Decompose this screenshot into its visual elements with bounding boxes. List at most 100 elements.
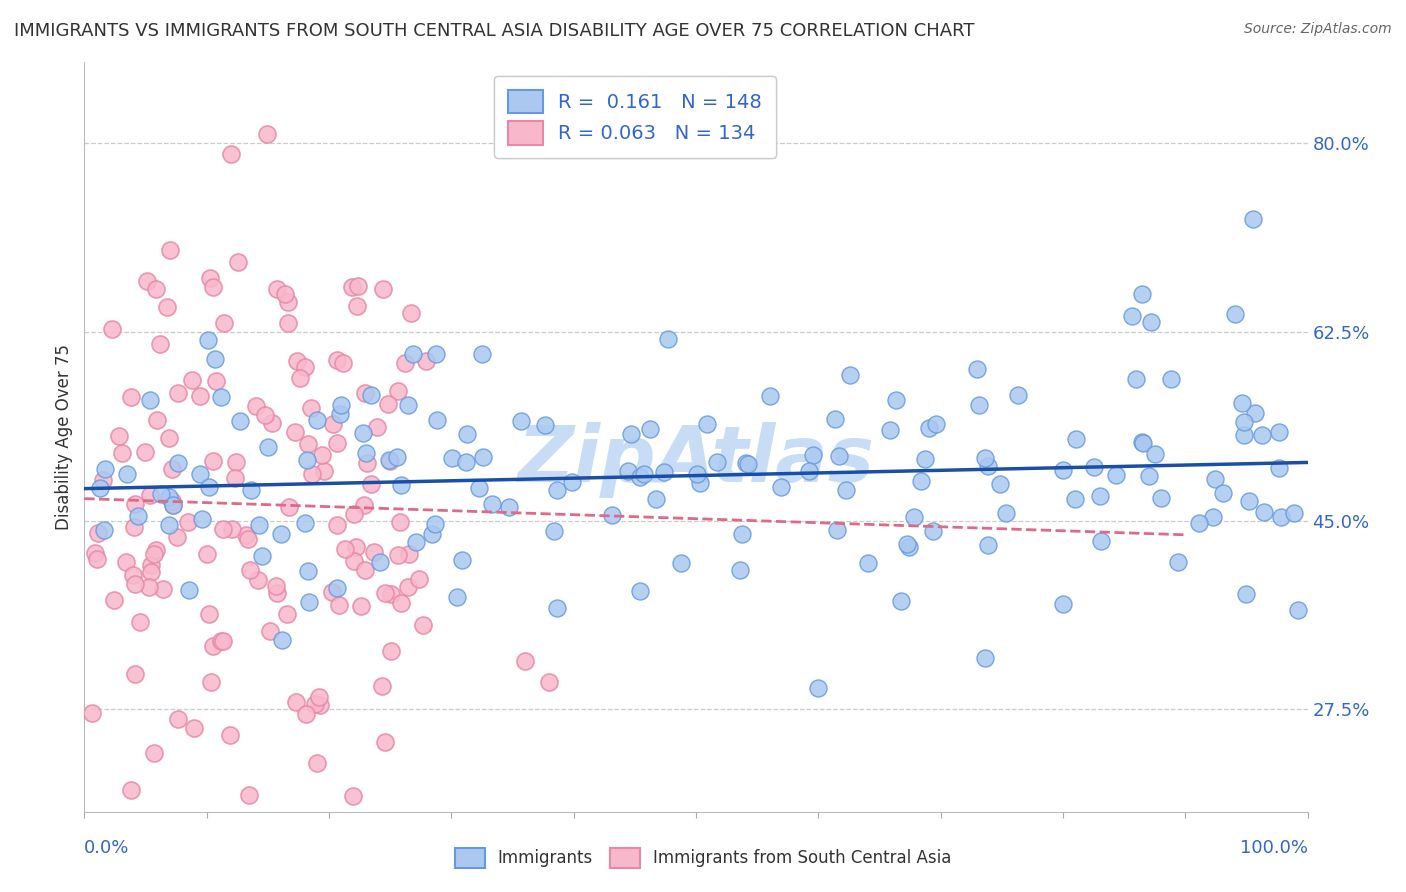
Point: [617, 464, 640, 478]
Point: [1090, 490, 1112, 504]
Point: [1052, 463, 1074, 477]
Point: [737, 457, 759, 471]
Point: [285, 695, 308, 709]
Point: [374, 586, 396, 600]
Point: [1233, 428, 1256, 442]
Point: [93, 523, 115, 537]
Point: [838, 368, 860, 383]
Point: [415, 353, 437, 368]
Point: [295, 452, 318, 467]
Point: [195, 547, 218, 561]
Point: [1083, 460, 1105, 475]
Point: [166, 457, 188, 471]
Point: [377, 397, 399, 411]
Point: [1143, 447, 1166, 461]
Point: [166, 712, 188, 726]
Point: [277, 500, 299, 514]
Point: [212, 522, 235, 536]
Point: [314, 464, 336, 478]
Point: [669, 556, 692, 570]
Point: [1230, 396, 1253, 410]
Point: [538, 675, 561, 690]
Point: [1268, 461, 1291, 475]
Point: [1052, 597, 1074, 611]
Point: [1167, 555, 1189, 569]
Point: [100, 321, 122, 335]
Point: [396, 398, 419, 412]
Point: [221, 522, 243, 536]
Point: [976, 459, 998, 474]
Point: [308, 690, 330, 704]
Point: [380, 586, 402, 600]
Point: [471, 347, 494, 361]
Point: [735, 456, 758, 470]
Point: [236, 532, 259, 546]
Point: [990, 477, 1012, 491]
Point: [225, 455, 247, 469]
Point: [183, 721, 205, 735]
Point: [396, 581, 419, 595]
Point: [1202, 510, 1225, 524]
Point: [138, 580, 160, 594]
Point: [80, 706, 103, 721]
Point: [995, 506, 1018, 520]
Point: [201, 454, 224, 468]
Point: [120, 783, 142, 797]
Point: [1150, 491, 1173, 505]
Point: [307, 413, 329, 427]
Point: [706, 455, 728, 469]
Point: [198, 271, 221, 285]
Point: [103, 593, 125, 607]
Point: [124, 497, 146, 511]
Point: [276, 607, 298, 622]
Text: 0.0%: 0.0%: [84, 838, 129, 856]
Point: [202, 280, 225, 294]
Point: [127, 509, 149, 524]
Point: [389, 478, 412, 492]
Point: [188, 467, 211, 482]
Point: [1132, 434, 1154, 449]
Text: Source: ZipAtlas.com: Source: ZipAtlas.com: [1244, 22, 1392, 37]
Point: [770, 480, 793, 494]
Point: [1282, 506, 1305, 520]
Point: [1188, 516, 1211, 531]
Point: [1204, 472, 1226, 486]
Point: [298, 595, 321, 609]
Point: [285, 354, 308, 368]
Point: [122, 568, 145, 582]
Point: [226, 255, 249, 269]
Point: [914, 452, 936, 467]
Point: [266, 282, 288, 296]
Point: [827, 449, 849, 463]
Point: [1160, 372, 1182, 386]
Point: [238, 788, 260, 802]
Point: [973, 450, 995, 465]
Point: [115, 467, 138, 481]
Point: [304, 697, 326, 711]
Point: [149, 337, 172, 351]
Text: ZipAtlas: ZipAtlas: [517, 422, 875, 498]
Point: [1064, 491, 1087, 506]
Point: [342, 554, 364, 568]
Text: IMMIGRANTS VS IMMIGRANTS FROM SOUTH CENTRAL ASIA DISABILITY AGE OVER 75 CORRELAT: IMMIGRANTS VS IMMIGRANTS FROM SOUTH CENT…: [14, 22, 974, 40]
Point: [546, 483, 568, 498]
Point: [1137, 468, 1160, 483]
Point: [326, 352, 349, 367]
Point: [250, 549, 273, 563]
Point: [402, 347, 425, 361]
Point: [454, 455, 477, 469]
Point: [228, 414, 250, 428]
Point: [146, 413, 169, 427]
Point: [385, 450, 408, 465]
Point: [879, 424, 901, 438]
Point: [121, 390, 143, 404]
Point: [896, 537, 918, 551]
Point: [141, 566, 163, 580]
Point: [356, 456, 378, 470]
Point: [157, 518, 180, 533]
Point: [145, 543, 167, 558]
Point: [301, 467, 323, 482]
Point: [294, 359, 316, 374]
Point: [205, 374, 228, 388]
Point: [728, 563, 751, 577]
